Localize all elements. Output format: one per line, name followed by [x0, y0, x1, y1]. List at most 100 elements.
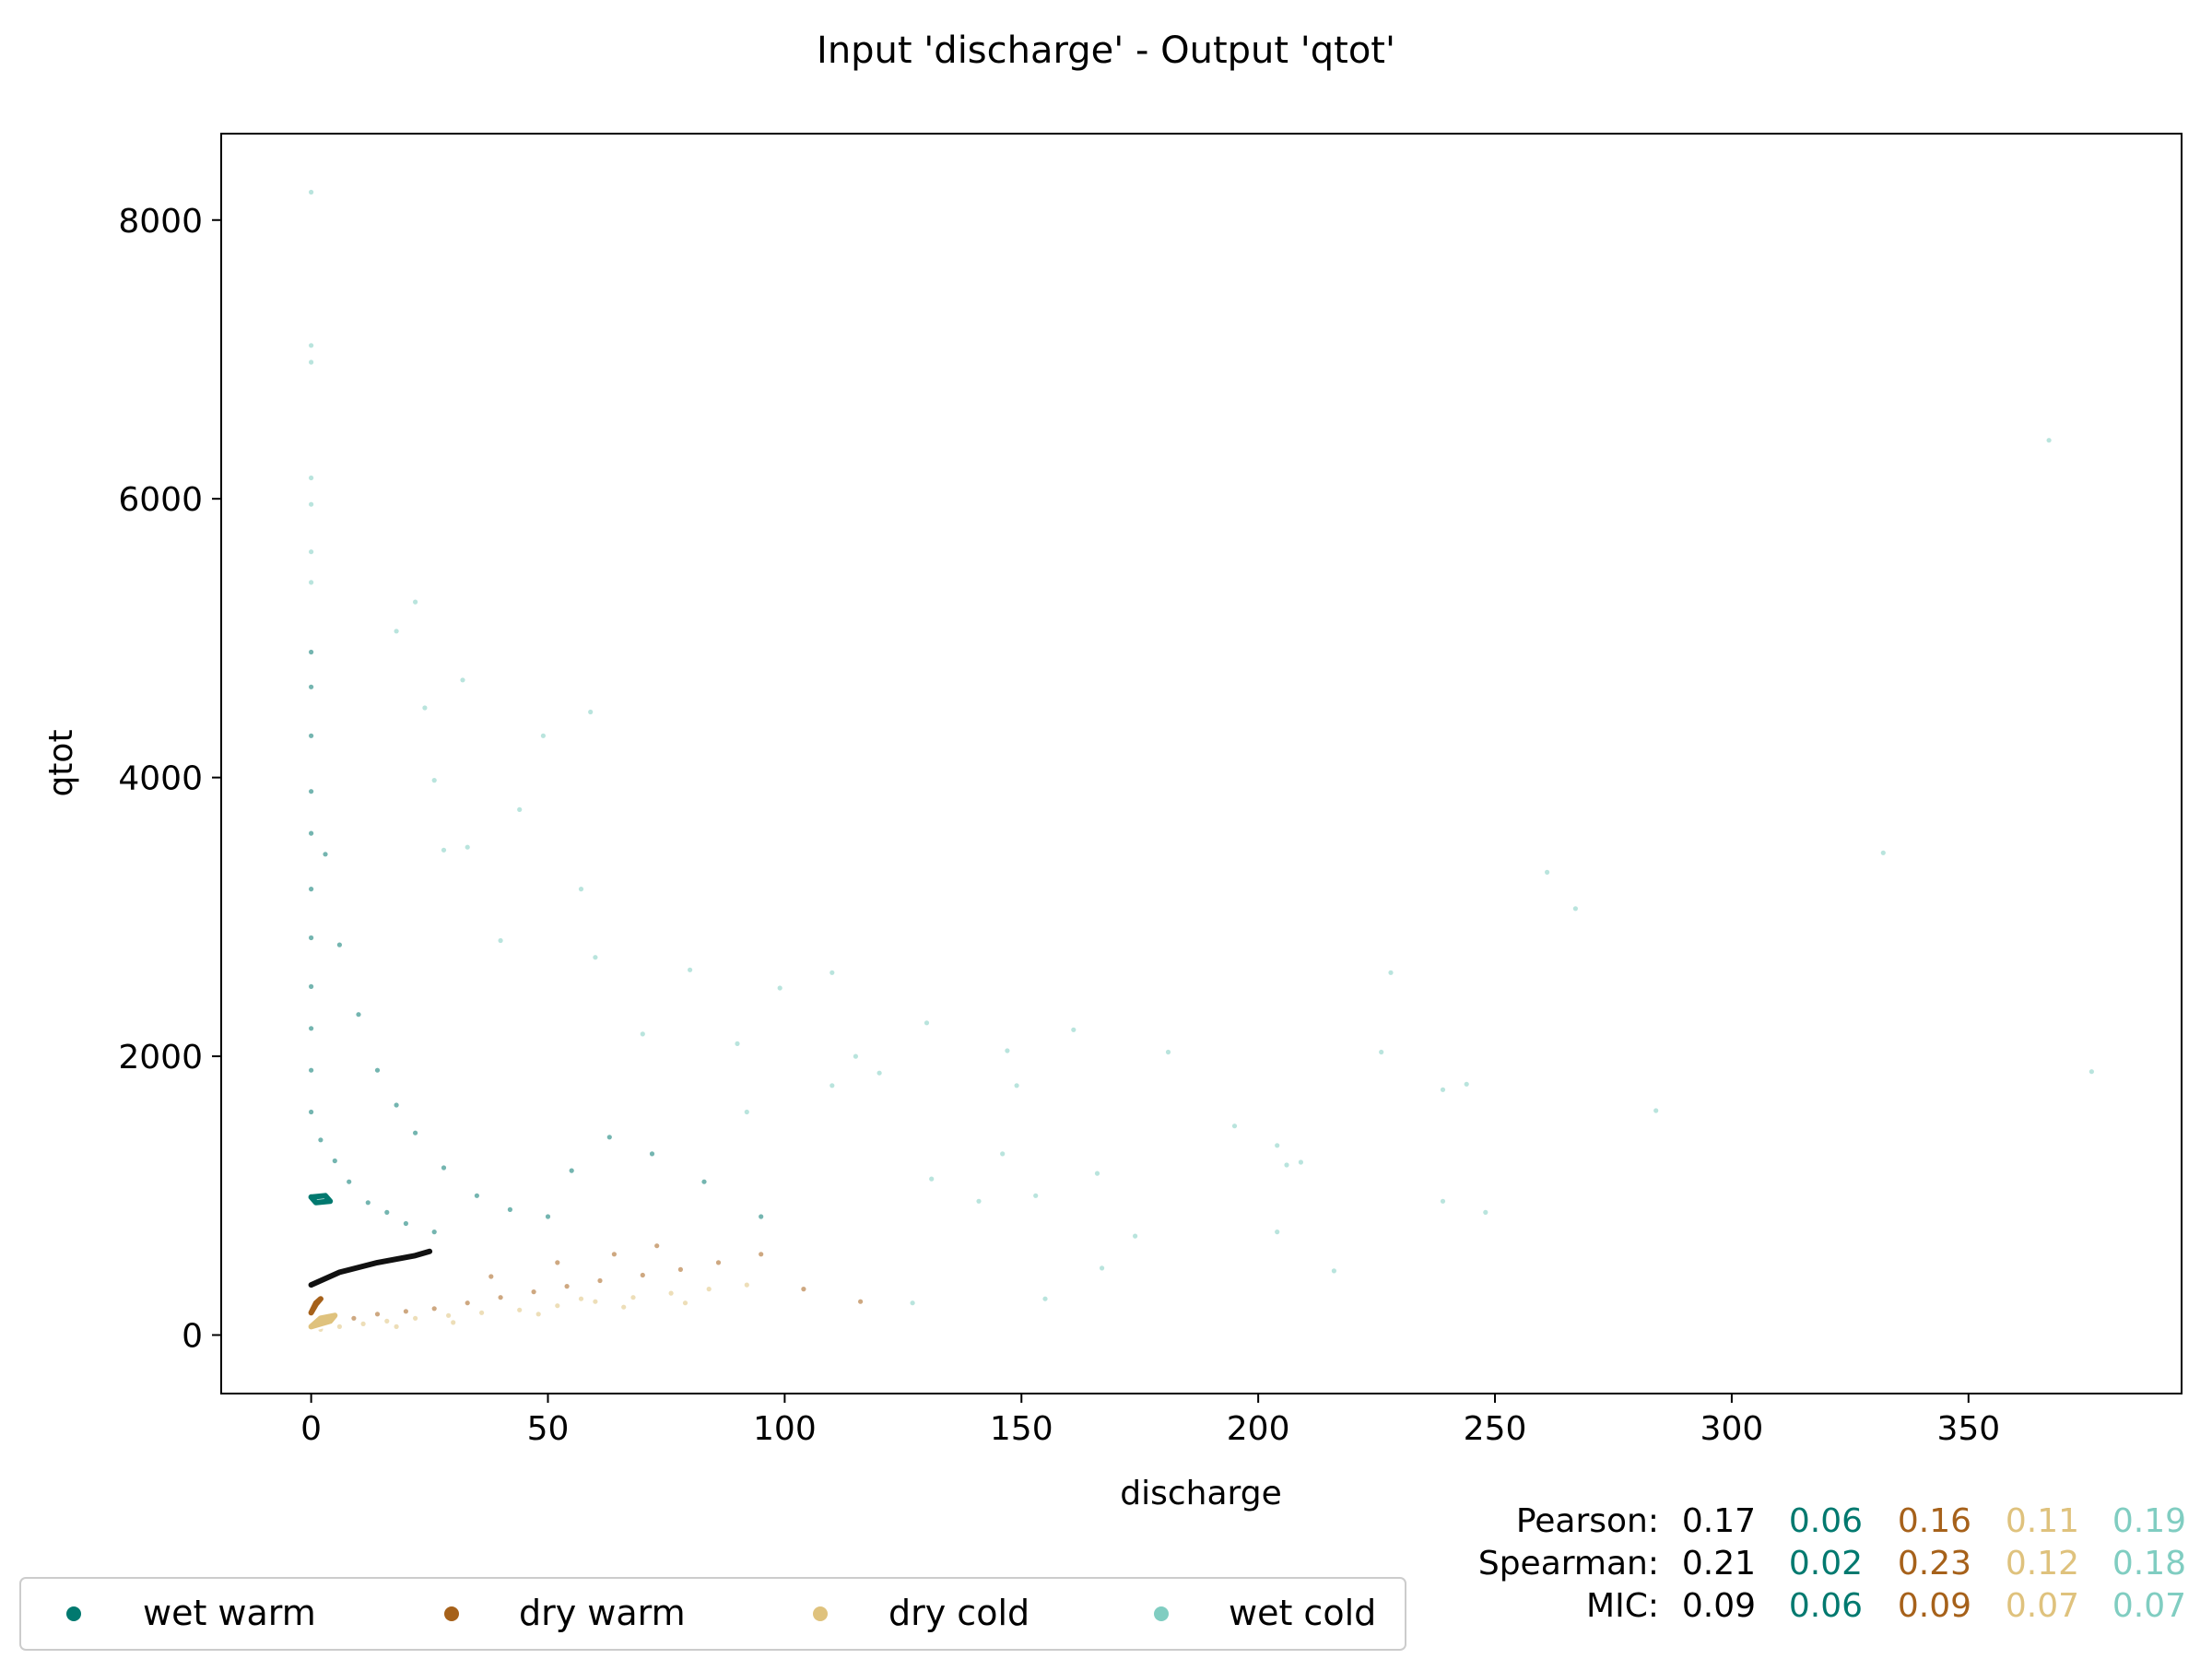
- stat-value: 0.21: [1682, 1545, 1756, 1583]
- data-point: [744, 1109, 749, 1115]
- data-point: [474, 1193, 480, 1198]
- stat-value: 0.18: [2112, 1545, 2186, 1583]
- y-tick-label: 4000: [118, 760, 203, 798]
- y-tick-label: 0: [182, 1317, 203, 1355]
- data-point: [446, 1312, 452, 1318]
- data-point: [654, 1243, 660, 1249]
- x-axis-label: discharge: [1120, 1475, 1281, 1512]
- data-point: [578, 1296, 584, 1301]
- stat-value: 0.07: [2112, 1587, 2186, 1625]
- data-point: [830, 970, 835, 975]
- data-point: [1165, 1049, 1171, 1055]
- data-point: [403, 1220, 408, 1227]
- data-point: [597, 1277, 603, 1284]
- data-point: [701, 1179, 707, 1184]
- data-point: [555, 1303, 560, 1309]
- x-tick-label: 100: [753, 1410, 817, 1448]
- data-point: [630, 1295, 636, 1300]
- correlation-stats: Pearson: 0.17 0.06 0.16 0.11 0.19 Spearman: 0.2…: [1478, 1502, 2186, 1625]
- data-point: [394, 629, 399, 634]
- data-point: [374, 1067, 381, 1073]
- data-point: [347, 1179, 352, 1184]
- data-point: [309, 983, 314, 989]
- data-point: [431, 1230, 437, 1235]
- data-point: [688, 967, 693, 972]
- stat-value: 0.09: [1682, 1587, 1756, 1625]
- x-tick-label: 150: [990, 1410, 1053, 1448]
- data-point: [1033, 1193, 1039, 1198]
- data-point: [413, 1315, 418, 1321]
- y-axis-label: qtot: [42, 729, 80, 796]
- legend-marker: [66, 1606, 81, 1621]
- data-point: [309, 649, 314, 655]
- data-point: [479, 1310, 485, 1315]
- x-tick-label: 0: [300, 1410, 322, 1448]
- data-point: [1572, 906, 1578, 912]
- data-point: [706, 1287, 712, 1292]
- data-point: [332, 1158, 337, 1164]
- data-point: [309, 1067, 314, 1073]
- data-point: [929, 1176, 935, 1182]
- stat-value: 0.11: [2006, 1502, 2079, 1540]
- data-point: [465, 844, 470, 850]
- data-point: [2046, 438, 2052, 443]
- data-point: [535, 1312, 541, 1317]
- data-point: [2088, 1069, 2094, 1075]
- data-point: [384, 1318, 390, 1324]
- data-point: [649, 1151, 655, 1157]
- data-point: [1653, 1108, 1659, 1113]
- data-point: [309, 189, 314, 195]
- data-point: [365, 1200, 371, 1206]
- data-point: [593, 955, 598, 960]
- legend-label: wet warm: [143, 1593, 316, 1633]
- data-point: [545, 1214, 551, 1219]
- data-point: [1014, 1083, 1019, 1088]
- data-point: [460, 677, 465, 683]
- data-point: [356, 1012, 361, 1018]
- data-point: [309, 501, 314, 507]
- data-point: [394, 1102, 399, 1108]
- data-point: [1440, 1198, 1446, 1204]
- data-point: [1071, 1027, 1077, 1032]
- data-point: [309, 475, 314, 481]
- data-point: [588, 709, 594, 715]
- data-point: [309, 789, 314, 794]
- data-point: [507, 1206, 513, 1212]
- stat-value: 0.06: [1789, 1587, 1863, 1625]
- data-point: [744, 1282, 749, 1288]
- data-point: [1880, 850, 1886, 855]
- data-point: [877, 1070, 882, 1076]
- legend-label: dry warm: [519, 1593, 686, 1633]
- data-point: [976, 1198, 982, 1204]
- data-point: [640, 1031, 645, 1037]
- data-point: [336, 942, 342, 947]
- data-point: [488, 1274, 494, 1279]
- data-point: [309, 549, 314, 555]
- data-point: [801, 1287, 806, 1292]
- contour-line: [308, 1193, 334, 1206]
- data-point: [677, 1266, 684, 1272]
- data-point: [640, 1272, 645, 1278]
- x-tick-label: 50: [527, 1410, 570, 1448]
- data-point: [413, 599, 418, 605]
- data-point: [498, 937, 503, 944]
- data-point: [564, 1284, 570, 1289]
- data-point: [1379, 1049, 1384, 1055]
- data-point: [1133, 1233, 1138, 1239]
- data-point: [309, 580, 314, 585]
- y-axis: 0 2000 4000 6000 8000: [118, 203, 221, 1355]
- data-point: [1331, 1268, 1336, 1274]
- data-point: [1298, 1159, 1303, 1165]
- data-point: [569, 1168, 574, 1173]
- legend-label: wet cold: [1229, 1593, 1376, 1633]
- data-point: [374, 1312, 381, 1317]
- stat-value: 0.17: [1682, 1502, 1756, 1540]
- legend-marker: [1154, 1606, 1169, 1621]
- data-point: [1231, 1124, 1238, 1129]
- data-point: [853, 1053, 859, 1059]
- data-point: [441, 847, 447, 853]
- data-point: [621, 1304, 627, 1310]
- data-point: [1483, 1209, 1488, 1215]
- data-point: [309, 887, 314, 892]
